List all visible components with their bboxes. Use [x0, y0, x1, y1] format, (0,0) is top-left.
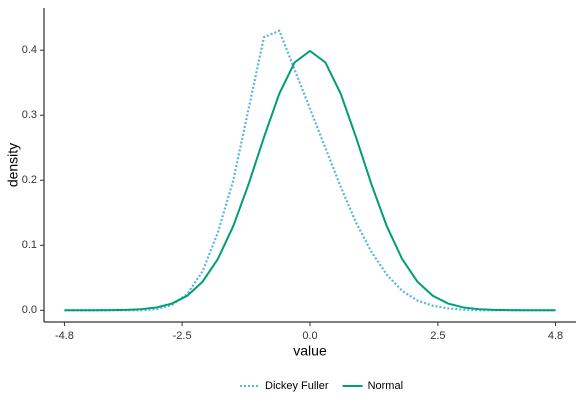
x-axis-title: value: [293, 343, 327, 359]
legend-label: Normal: [368, 380, 403, 392]
legend-label: Dickey Fuller: [265, 380, 329, 392]
x-tick-label: -2.5: [173, 330, 192, 342]
y-tick-label: 0.2: [22, 174, 37, 186]
x-tick-label: 0.0: [302, 330, 317, 342]
y-axis-title: density: [5, 143, 21, 187]
series-line: [64, 49, 556, 312]
series-line: [64, 29, 556, 312]
x-tick-label: 4.8: [548, 330, 563, 342]
x-tick-label: 2.5: [430, 330, 445, 342]
x-tick-label: -4.8: [55, 330, 74, 342]
y-tick-label: 0.4: [22, 44, 37, 56]
y-tick-label: 0.3: [22, 109, 37, 121]
y-tick-label: 0.0: [22, 304, 37, 316]
y-tick-label: 0.1: [22, 239, 37, 251]
